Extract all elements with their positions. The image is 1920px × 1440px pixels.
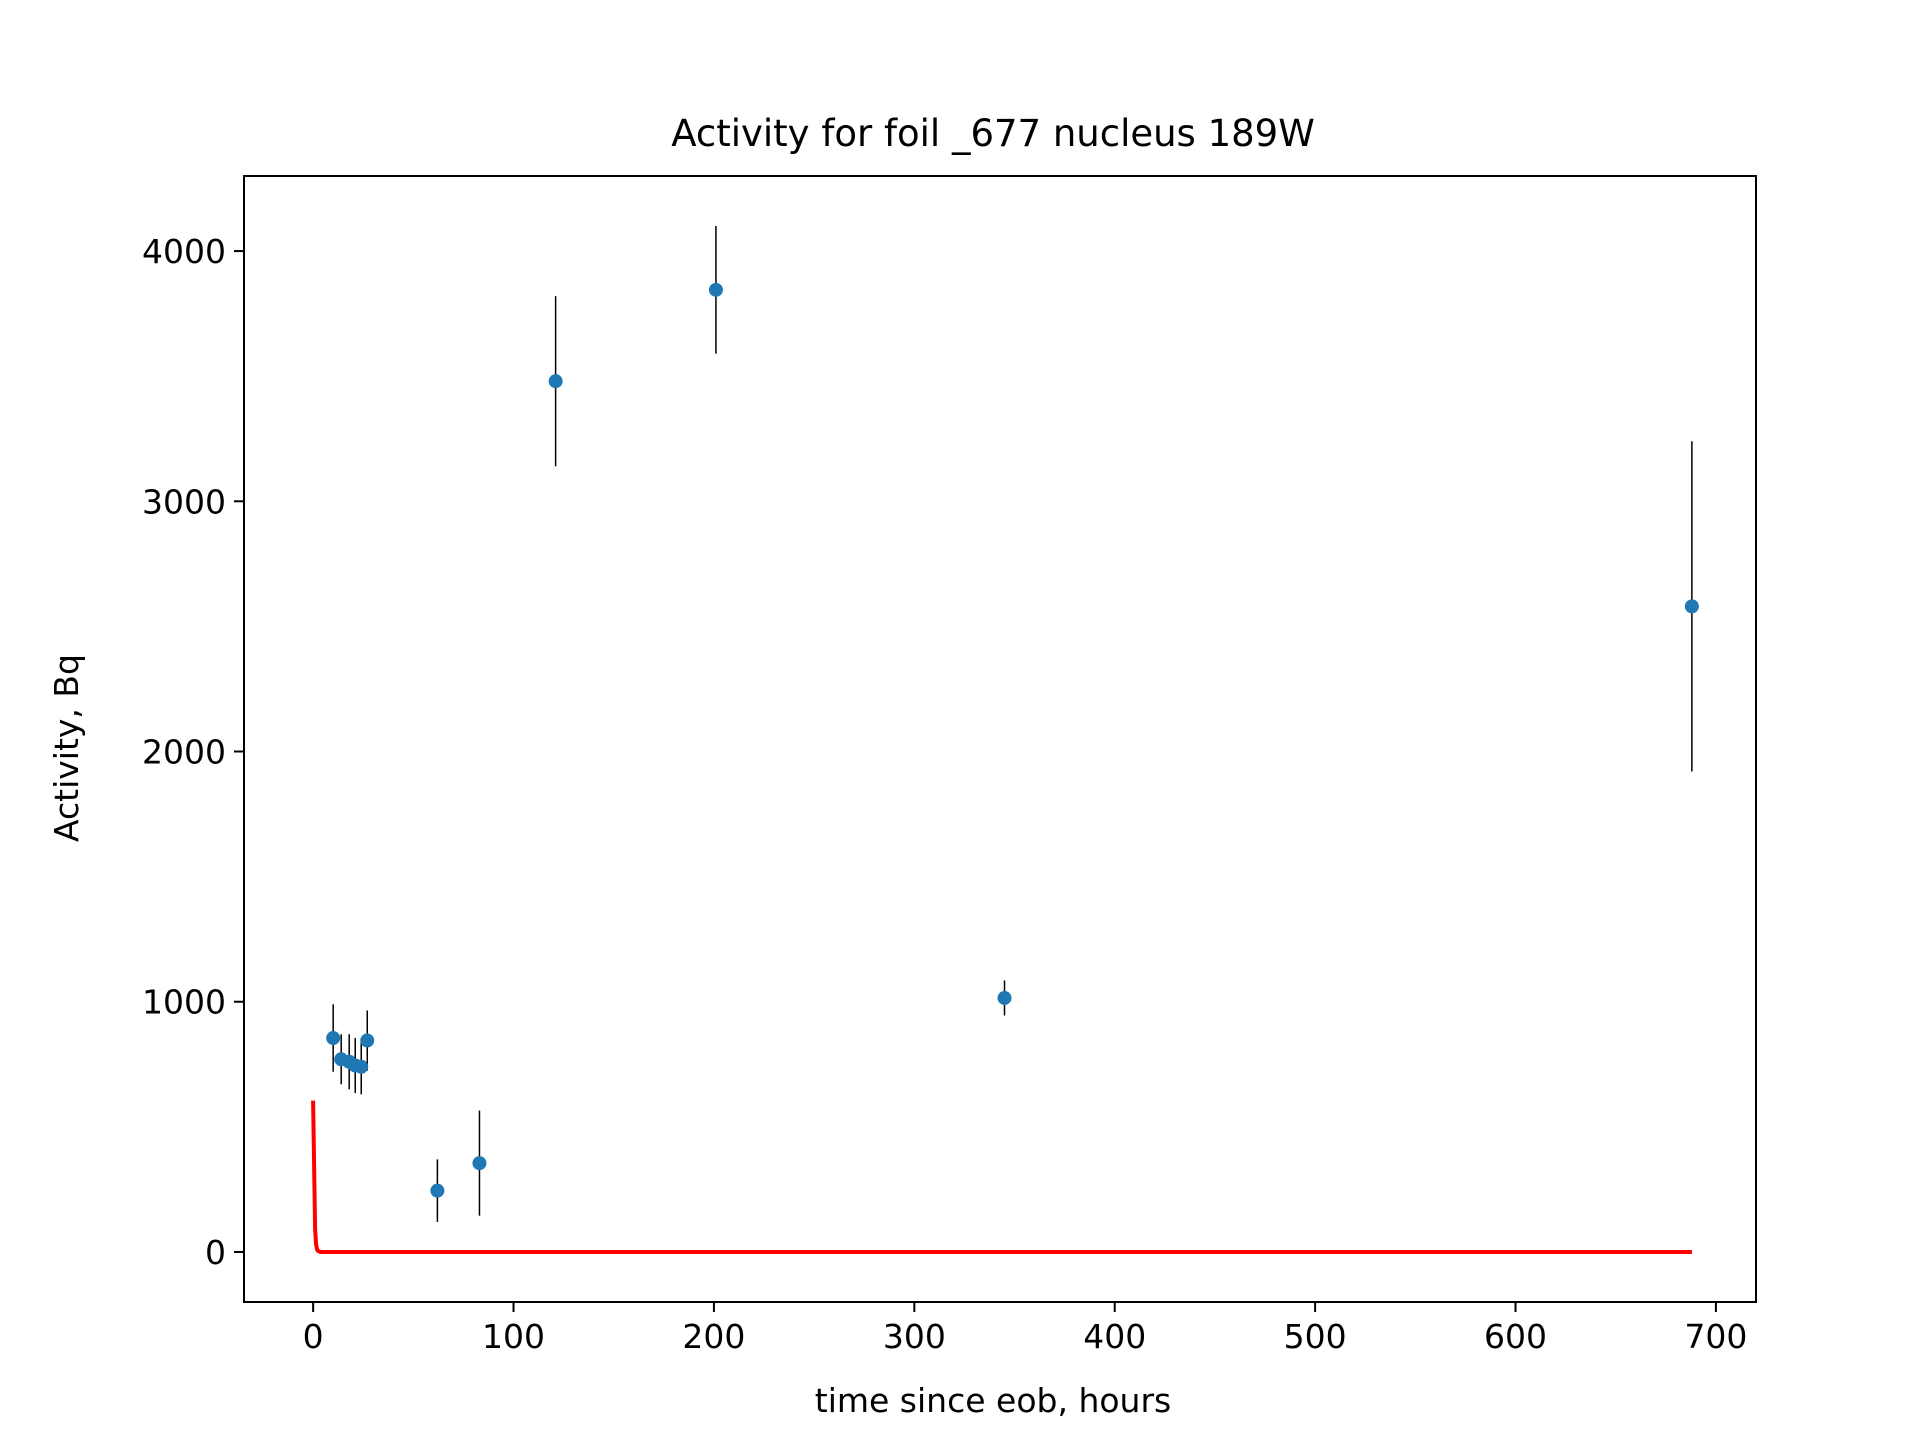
x-tick-label: 200 (682, 1317, 745, 1356)
x-tick-label: 100 (482, 1317, 545, 1356)
data-point (1684, 599, 1699, 614)
y-tick-label: 2000 (142, 733, 226, 772)
x-tick-label: 0 (303, 1317, 324, 1356)
data-point (708, 282, 723, 297)
y-tick-label: 3000 (142, 482, 226, 521)
x-tick-label: 400 (1083, 1317, 1146, 1356)
x-tick-label: 700 (1684, 1317, 1747, 1356)
y-tick-label: 0 (205, 1233, 226, 1272)
y-axis-label: Activity, Bq (47, 654, 86, 842)
data-point (430, 1183, 445, 1198)
data-point (548, 374, 563, 389)
data-point (472, 1156, 487, 1171)
x-tick-label: 500 (1284, 1317, 1347, 1356)
data-point (997, 990, 1012, 1005)
data-point (360, 1033, 375, 1048)
chart-title: Activity for foil _677 nucleus 189W (671, 112, 1315, 155)
x-tick-label: 600 (1484, 1317, 1547, 1356)
plot-area: 0 100 200 300 400 500 600 700 0 1000 2000 3000 4000 (142, 175, 1757, 1356)
x-axis-label: time since eob, hours (815, 1381, 1171, 1420)
data-point (326, 1031, 341, 1046)
data-point (354, 1059, 369, 1074)
y-tick-label: 1000 (142, 983, 226, 1022)
x-tick-label: 300 (883, 1317, 946, 1356)
fit-curve-line (311, 1100, 1692, 1254)
y-tick-label: 4000 (142, 232, 226, 271)
plot-frame (243, 175, 1757, 1303)
